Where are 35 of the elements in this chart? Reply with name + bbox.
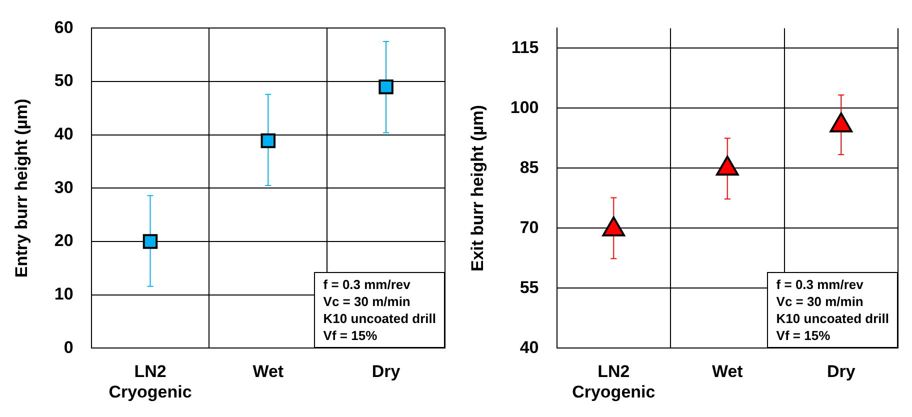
- point: [378, 80, 394, 94]
- point: [830, 112, 853, 132]
- y-tick-label: 100: [510, 98, 539, 117]
- annotation: K10 uncoated drill: [776, 310, 889, 328]
- y-tick-label: 30: [54, 178, 74, 197]
- annotation: Vf = 15%: [776, 327, 832, 344]
- annotation: Vc = 30 m/min: [323, 293, 412, 310]
- y-axis-title: Exit burr height (µm): [468, 104, 487, 272]
- y-tick-label: 50: [54, 71, 74, 90]
- annotation: Vf = 15%: [323, 327, 378, 344]
- y-tick-label: 20: [54, 231, 74, 250]
- y-tick-label: 40: [54, 124, 74, 144]
- y-tick-label: 10: [54, 284, 74, 304]
- annotation: Vc = 30 m/min: [776, 293, 864, 310]
- y-tick-label: 85: [520, 158, 539, 177]
- y-tick-label: 55: [520, 278, 539, 297]
- point: [260, 133, 276, 148]
- point: [602, 216, 626, 236]
- x-tick-label: Wet: [712, 362, 744, 382]
- point: [142, 234, 158, 249]
- y-tick-label: 70: [520, 218, 539, 237]
- y-tick-label: 60: [54, 18, 74, 37]
- annotation: f = 0.3 mm/rev: [776, 276, 864, 294]
- point: [716, 156, 739, 176]
- annotation: K10 uncoated drill: [323, 310, 436, 328]
- x-tick-label: Dry: [372, 362, 401, 382]
- y-tick-label: 0: [64, 338, 74, 357]
- x-tick-label: Dry: [826, 362, 856, 382]
- x-tick-label: LN2 Cryogenic: [108, 362, 192, 402]
- x-tick-label: LN2 Cryogenic: [572, 362, 656, 402]
- x-tick-label: Wet: [252, 362, 284, 382]
- annotation: f = 0.3 mm/rev: [323, 276, 412, 294]
- y-tick-label: 115: [511, 38, 539, 57]
- y-tick-label: 40: [520, 338, 539, 357]
- y-axis-title: Entry burr height (µm): [12, 98, 31, 278]
